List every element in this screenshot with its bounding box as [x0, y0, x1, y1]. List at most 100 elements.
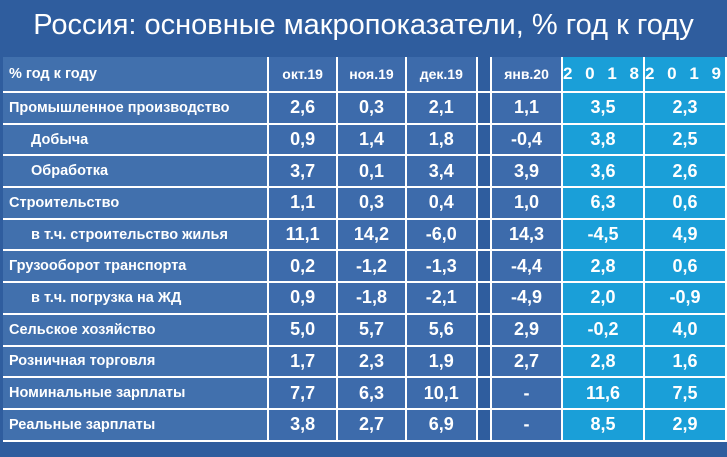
cell-jan20: 1,0: [492, 188, 563, 220]
table-row: в т.ч. строительство жилья 11,1 14,2 -6,0 14…: [3, 219, 727, 252]
table-row: Грузооборот транспорта 0,2 -1,2 -1,3 -4,4 2,8…: [3, 251, 727, 284]
column-gap: [477, 57, 493, 93]
cell-jan20: 3,9: [492, 156, 563, 189]
cell-nov19: 5,7: [337, 314, 407, 347]
cell-2019: 4,9: [644, 219, 727, 252]
table-row: Промышленное производство 2,6 0,3 2,1 1,1 3,5…: [3, 93, 727, 125]
cell-2019: 7,5: [644, 378, 727, 410]
cell-2019: 2,5: [644, 124, 727, 157]
column-gap: [477, 314, 493, 347]
cell-jan20: -0,4: [492, 124, 563, 157]
cell-2018: 3,8: [562, 124, 645, 157]
cell-oct19: 5,0: [269, 314, 338, 347]
row-label: Обработка: [3, 156, 270, 189]
cell-2019: 0,6: [644, 188, 727, 220]
header-2018: 2 0 1 8: [562, 57, 645, 93]
cell-oct19: 2,6: [269, 93, 338, 125]
cell-oct19: 1,7: [269, 346, 338, 379]
column-gap: [477, 188, 493, 220]
cell-dec19: 0,4: [406, 188, 478, 220]
cell-dec19: 5,6: [406, 314, 478, 347]
cell-oct19: 0,2: [269, 251, 338, 284]
cell-nov19: 14,2: [337, 219, 407, 252]
table-row: Добыча 0,9 1,4 1,8 -0,4 3,8 2,5: [3, 124, 727, 157]
cell-dec19: -1,3: [406, 251, 478, 284]
cell-jan20: -4,9: [492, 283, 563, 315]
table-row: Строительство 1,1 0,3 0,4 1,0 6,3 0,6: [3, 188, 727, 220]
row-label: Грузооборот транспорта: [3, 251, 270, 284]
cell-nov19: 0,3: [337, 93, 407, 125]
row-label: Добыча: [3, 124, 270, 157]
cell-2018: 3,5: [562, 93, 645, 125]
cell-2018: 6,3: [562, 188, 645, 220]
table-row: в т.ч. погрузка на ЖД 0,9 -1,8 -2,1 -4,9 2,0-…: [3, 283, 727, 315]
cell-jan20: -: [492, 378, 563, 410]
table-row: Розничная торговля 1,7 2,3 1,9 2,7 2,8 1,6: [3, 346, 727, 379]
cell-dec19: 1,8: [406, 124, 478, 157]
cell-2019: 2,9: [644, 409, 727, 442]
row-label: в т.ч. погрузка на ЖД: [3, 283, 270, 315]
table-row: Номинальные зарплаты 7,7 6,3 10,1-11,6 7,5: [3, 378, 727, 410]
row-label: Реальные зарплаты: [3, 409, 270, 442]
cell-oct19: 11,1: [269, 219, 338, 252]
cell-nov19: 1,4: [337, 124, 407, 157]
row-label: Сельское хозяйство: [3, 314, 270, 347]
row-label: Промышленное производство: [3, 93, 270, 125]
cell-dec19: 10,1: [406, 378, 478, 410]
row-label: Строительство: [3, 188, 270, 220]
cell-nov19: -1,8: [337, 283, 407, 315]
cell-oct19: 3,7: [269, 156, 338, 189]
cell-dec19: 6,9: [406, 409, 478, 442]
column-gap: [477, 156, 493, 189]
cell-nov19: 0,3: [337, 188, 407, 220]
header-2019: 2 0 1 9: [644, 57, 727, 93]
cell-oct19: 3,8: [269, 409, 338, 442]
cell-2019: 2,6: [644, 156, 727, 189]
cell-oct19: 7,7: [269, 378, 338, 410]
column-gap: [477, 93, 493, 125]
table-header-row: % год к году окт.19 ноя.19 дек.19 янв.20…: [3, 57, 727, 93]
cell-jan20: -: [492, 409, 563, 442]
cell-jan20: -4,4: [492, 251, 563, 284]
cell-2019: 4,0: [644, 314, 727, 347]
cell-2018: 2,0: [562, 283, 645, 315]
page-title: Россия: основные макропоказатели, % год …: [33, 9, 694, 41]
header-dec19: дек.19: [406, 57, 478, 93]
cell-dec19: 1,9: [406, 346, 478, 379]
cell-dec19: -6,0: [406, 219, 478, 252]
header-oct19: окт.19: [269, 57, 338, 93]
table-row: Сельское хозяйство 5,0 5,7 5,6 2,9 -0,2 4,0: [3, 314, 727, 347]
cell-jan20: 14,3: [492, 219, 563, 252]
cell-dec19: -2,1: [406, 283, 478, 315]
cell-2019: 0,6: [644, 251, 727, 284]
cell-2019: -0,9: [644, 283, 727, 315]
column-gap: [477, 283, 493, 315]
cell-2019: 2,3: [644, 93, 727, 125]
cell-dec19: 2,1: [406, 93, 478, 125]
column-gap: [477, 124, 493, 157]
cell-oct19: 0,9: [269, 124, 338, 157]
cell-nov19: 2,7: [337, 409, 407, 442]
header-label: % год к году: [3, 57, 270, 93]
cell-oct19: 1,1: [269, 188, 338, 220]
cell-2018: -0,2: [562, 314, 645, 347]
cell-jan20: 2,7: [492, 346, 563, 379]
cell-nov19: 6,3: [337, 378, 407, 410]
cell-nov19: 2,3: [337, 346, 407, 379]
column-gap: [477, 219, 493, 252]
cell-2018: 2,8: [562, 251, 645, 284]
cell-2018: 2,8: [562, 346, 645, 379]
cell-2018: 11,6: [562, 378, 645, 410]
column-gap: [477, 346, 493, 379]
cell-nov19: -1,2: [337, 251, 407, 284]
column-gap: [477, 378, 493, 410]
cell-2018: 3,6: [562, 156, 645, 189]
cell-oct19: 0,9: [269, 283, 338, 315]
row-label: Номинальные зарплаты: [3, 378, 270, 410]
cell-2018: 8,5: [562, 409, 645, 442]
header-jan20: янв.20: [492, 57, 563, 93]
column-gap: [477, 251, 493, 284]
cell-dec19: 3,4: [406, 156, 478, 189]
table-row: Обработка 3,7 0,1 3,4 3,9 3,6 2,6: [3, 156, 727, 189]
